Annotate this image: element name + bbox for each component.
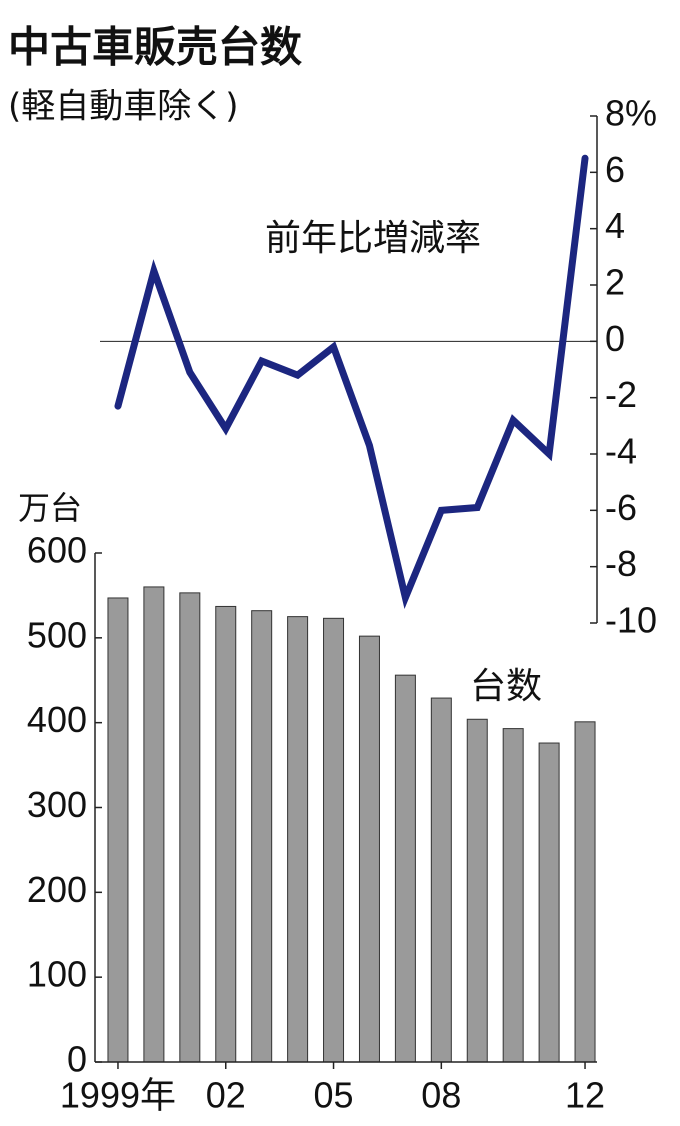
bar	[466, 718, 488, 1063]
bar	[143, 586, 165, 1063]
x-tick-label: 1999年	[60, 1075, 176, 1116]
bar	[394, 674, 416, 1063]
bar	[430, 697, 452, 1063]
y-tick-label: 300	[27, 784, 87, 825]
y2-tick-label: -4	[605, 431, 637, 472]
y2-tick-label: -8	[605, 543, 637, 584]
y-tick-label: 0	[67, 1039, 87, 1080]
x-tick-label: 12	[565, 1075, 605, 1116]
y2-tick-label: 8%	[605, 93, 657, 134]
bar	[358, 635, 380, 1063]
y2-tick-label: 0	[605, 318, 625, 359]
y-tick-label: 200	[27, 869, 87, 910]
bar	[179, 592, 201, 1063]
y2-tick-label: 6	[605, 149, 625, 190]
y-axis-unit: 万台	[18, 489, 82, 527]
chart-title: 中古車販売台数	[8, 23, 302, 72]
bar	[107, 597, 129, 1063]
x-tick-label: 08	[421, 1075, 461, 1116]
bar-series-label: 台数	[470, 666, 542, 707]
bar	[323, 617, 345, 1063]
bar	[251, 610, 273, 1063]
y-tick-label: 400	[27, 699, 87, 740]
y2-tick-label: 2	[605, 262, 625, 303]
y2-tick-label: -10	[605, 600, 657, 641]
chart-subtitle: (軽自動車除く)	[8, 87, 239, 127]
x-tick-label: 05	[314, 1075, 354, 1116]
bar	[538, 742, 560, 1063]
bar	[502, 728, 524, 1063]
y-tick-label: 500	[27, 614, 87, 655]
line-series-label: 前年比増減率	[265, 218, 481, 259]
x-tick-label: 02	[206, 1075, 246, 1116]
y-tick-label: 600	[27, 530, 87, 571]
bar	[287, 616, 309, 1063]
y2-tick-label: 4	[605, 205, 625, 246]
line	[114, 154, 589, 610]
y-tick-label: 100	[27, 954, 87, 995]
y2-tick-label: -6	[605, 487, 637, 528]
bar	[574, 721, 596, 1063]
bar	[215, 605, 237, 1063]
y2-tick-label: -2	[605, 374, 637, 415]
